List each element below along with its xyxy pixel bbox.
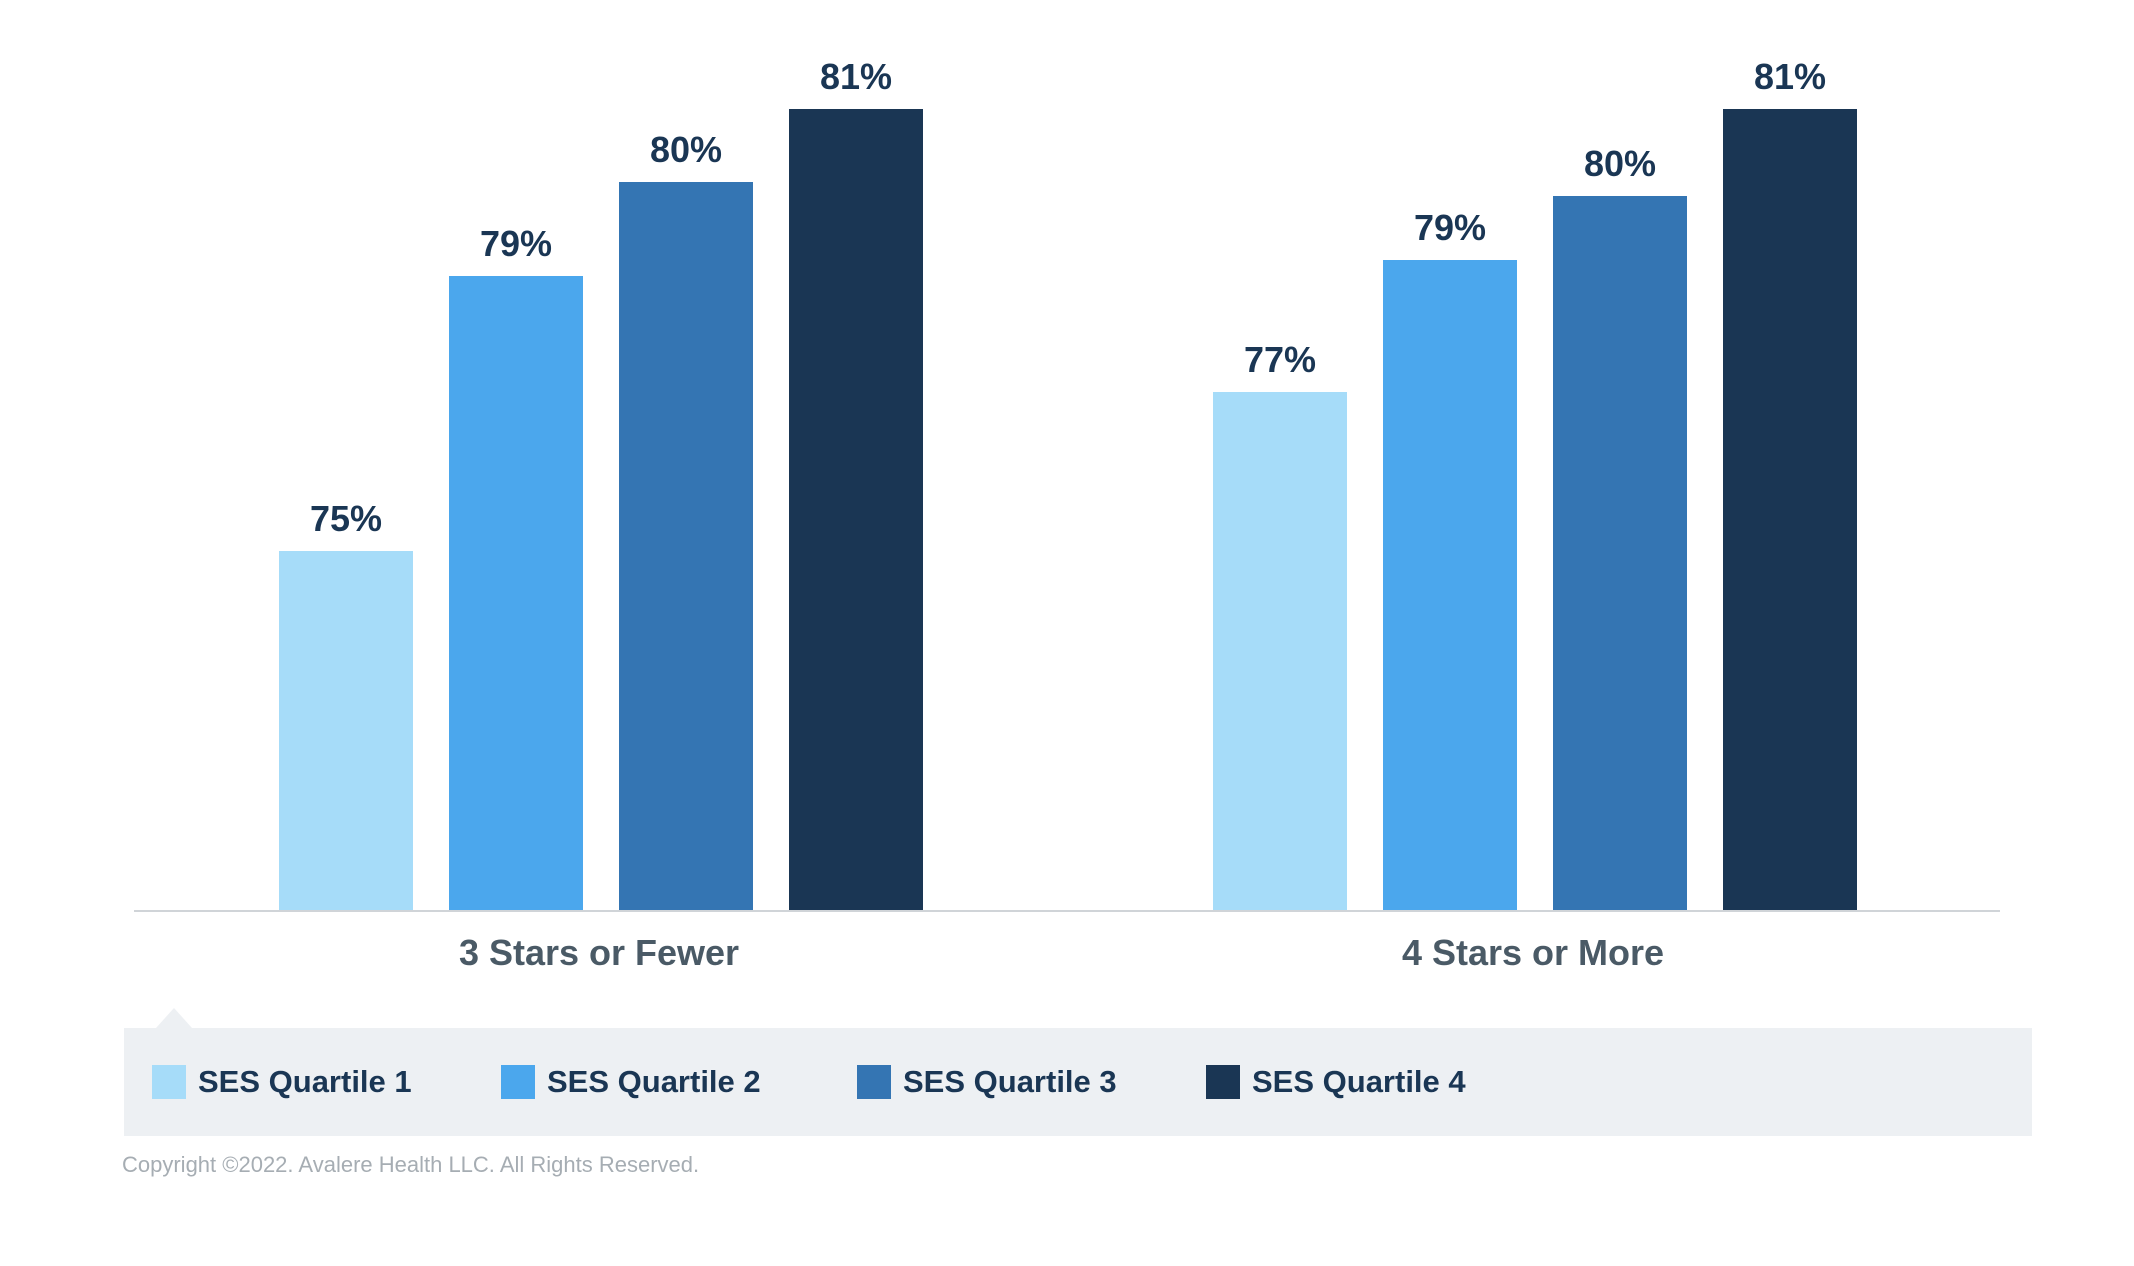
data-label-q2-cat2: 79% <box>1414 207 1486 248</box>
bar-q1-cat2 <box>1213 392 1347 911</box>
data-label-q4-cat2: 81% <box>1754 56 1826 97</box>
data-label-q2-cat1: 79% <box>480 223 552 264</box>
legend-item-q3: SES Quartile 3 <box>857 1028 1117 1136</box>
legend-label-q3: SES Quartile 3 <box>903 1064 1117 1099</box>
category-label-1: 3 Stars or Fewer <box>459 932 739 973</box>
bar-q1-cat1 <box>279 551 413 911</box>
bar-q3-cat1 <box>619 182 753 911</box>
data-label-q1-cat1: 75% <box>310 498 382 539</box>
bar-q3-cat2 <box>1553 196 1687 911</box>
legend-label-q2: SES Quartile 2 <box>547 1064 761 1099</box>
bar-q2-cat2 <box>1383 260 1517 911</box>
bars-layer <box>279 109 1857 911</box>
legend-item-q1: SES Quartile 1 <box>152 1028 412 1136</box>
legend-swatch-q4 <box>1206 1065 1240 1099</box>
data-label-q1-cat2: 77% <box>1244 339 1316 380</box>
legend-swatch-q2 <box>501 1065 535 1099</box>
data-label-q4-cat1: 81% <box>820 56 892 97</box>
legend-swatch-q1 <box>152 1065 186 1099</box>
legend-label-q4: SES Quartile 4 <box>1252 1064 1466 1099</box>
legend-pointer <box>156 1008 192 1028</box>
legend-swatch-q3 <box>857 1065 891 1099</box>
bar-chart: 75% 77% 79% 79% 80% 80% 81% 81% 3 Stars or Fewer… <box>134 56 2000 973</box>
legend-label-q1: SES Quartile 1 <box>198 1064 412 1099</box>
category-label-2: 4 Stars or More <box>1402 932 1664 973</box>
legend-item-q4: SES Quartile 4 <box>1206 1028 1466 1136</box>
labels-layer: 75% 77% 79% 79% 80% 80% 81% 81% 3 Stars or Fewer… <box>310 56 1826 973</box>
data-label-q3-cat1: 80% <box>650 129 722 170</box>
bar-q2-cat1 <box>449 276 583 911</box>
bar-q4-cat1 <box>789 109 923 911</box>
data-label-q3-cat2: 80% <box>1584 143 1656 184</box>
copyright-notice: Copyright ©2022. Avalere Health LLC. All… <box>122 1152 700 1177</box>
legend: SES Quartile 1 SES Quartile 2 SES Quarti… <box>124 1028 2032 1136</box>
bar-q4-cat2 <box>1723 109 1857 911</box>
legend-item-q2: SES Quartile 2 <box>501 1028 761 1136</box>
